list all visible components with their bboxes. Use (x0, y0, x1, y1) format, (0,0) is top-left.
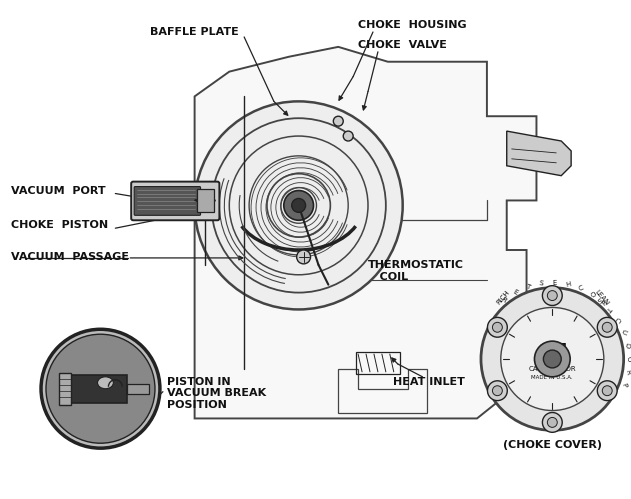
Text: U: U (620, 328, 627, 335)
Text: (CHOKE COVER): (CHOKE COVER) (503, 440, 602, 450)
Circle shape (492, 322, 502, 332)
Circle shape (602, 386, 612, 396)
Text: PISTON IN
VACUUM BREAK
POSITION: PISTON IN VACUUM BREAK POSITION (167, 377, 266, 410)
Circle shape (297, 250, 310, 264)
Bar (59, 373, 71, 405)
Circle shape (41, 329, 160, 448)
Text: R: R (500, 296, 507, 304)
Ellipse shape (98, 377, 114, 389)
Polygon shape (194, 47, 536, 419)
Text: T: T (524, 283, 531, 290)
Text: CHOKE  PISTON: CHOKE PISTON (11, 220, 109, 230)
Text: HEAT INLET: HEAT INLET (392, 377, 464, 387)
Text: RICH: RICH (495, 289, 510, 306)
FancyBboxPatch shape (131, 182, 220, 220)
Circle shape (547, 418, 557, 427)
Polygon shape (507, 131, 571, 176)
Bar (127, 384, 149, 394)
FancyBboxPatch shape (134, 187, 201, 215)
Text: MADE IN U.S.A.: MADE IN U.S.A. (531, 375, 573, 380)
Circle shape (488, 381, 507, 401)
Circle shape (292, 199, 305, 213)
Text: H: H (565, 281, 572, 288)
Text: GM: GM (537, 342, 567, 360)
Circle shape (343, 131, 353, 141)
Text: VACUUM  PASSAGE: VACUUM PASSAGE (11, 252, 129, 262)
Text: T: T (606, 304, 613, 312)
Text: CHOKE  VALVE: CHOKE VALVE (358, 40, 447, 50)
Text: THERMOSTATIC
   COIL: THERMOSTATIC COIL (368, 260, 464, 281)
Text: S: S (596, 295, 603, 302)
Circle shape (602, 322, 612, 332)
Circle shape (543, 350, 561, 368)
Circle shape (492, 386, 502, 396)
Text: VACUUM  PORT: VACUUM PORT (11, 186, 106, 196)
Circle shape (543, 285, 562, 305)
Circle shape (46, 334, 155, 443)
Circle shape (194, 101, 403, 309)
Text: C: C (578, 285, 585, 292)
Text: O: O (589, 291, 598, 299)
Text: S: S (538, 280, 543, 287)
Circle shape (598, 381, 617, 401)
Circle shape (543, 413, 562, 432)
Circle shape (547, 290, 557, 300)
Circle shape (481, 287, 623, 430)
Circle shape (488, 317, 507, 337)
Text: P: P (620, 382, 627, 388)
Circle shape (534, 341, 570, 377)
Text: R: R (601, 299, 608, 307)
Text: E: E (512, 289, 519, 296)
Text: C: C (613, 315, 621, 323)
Text: BAFFLE PLATE: BAFFLE PLATE (150, 27, 239, 37)
Text: CHOKE  HOUSING: CHOKE HOUSING (358, 20, 467, 30)
Text: E: E (552, 279, 557, 286)
Circle shape (501, 307, 604, 411)
Text: R: R (624, 369, 631, 375)
Bar (197, 189, 215, 213)
Bar (63, 375, 127, 403)
Circle shape (598, 317, 617, 337)
Circle shape (284, 191, 314, 220)
Text: O: O (625, 355, 631, 361)
Text: LEAN: LEAN (594, 288, 610, 306)
Bar (356, 352, 399, 374)
Text: CARBURETOR: CARBURETOR (529, 366, 576, 372)
Text: D: D (624, 341, 630, 348)
Circle shape (333, 116, 343, 126)
